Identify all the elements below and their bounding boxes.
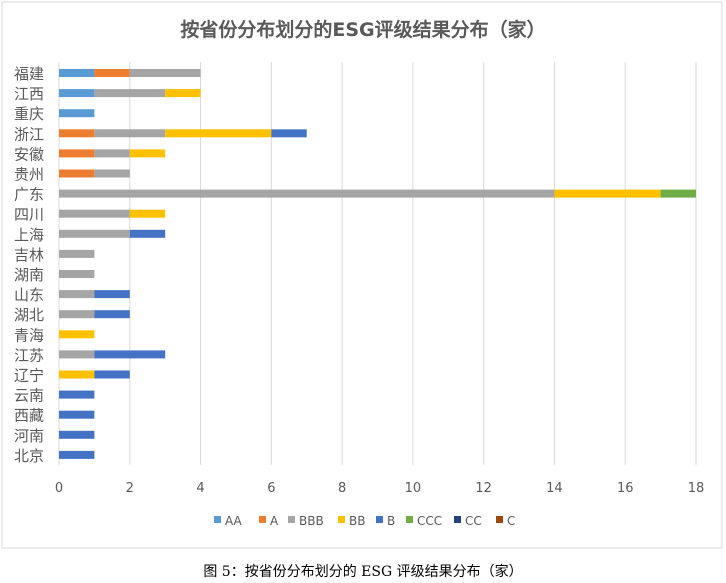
legend-swatch-c <box>496 516 503 523</box>
legend-swatch-cc <box>454 516 461 523</box>
bar-segment-bbb <box>59 189 555 198</box>
y-category-label: 吉林 <box>14 246 44 264</box>
legend-label: CC <box>465 514 482 528</box>
x-tick-label: 8 <box>338 481 346 496</box>
bar-segment-bbb <box>94 169 130 178</box>
bar-segment-bbb <box>59 249 95 258</box>
bar-segment-bb <box>165 129 272 138</box>
legend-label: AA <box>225 514 243 528</box>
y-category-label: 贵州 <box>14 166 44 184</box>
legend-label: A <box>270 514 279 528</box>
y-category-label: 广东 <box>14 186 44 204</box>
bar-segment-bb <box>129 149 166 158</box>
y-category-label: 安徽 <box>14 145 44 163</box>
legend-swatch-ccc <box>406 516 413 523</box>
y-category-label: 山东 <box>14 286 44 304</box>
x-tick-label: 10 <box>405 481 422 496</box>
bar-segment-ccc <box>660 189 696 198</box>
bar-segment-bb <box>129 209 166 218</box>
bar-segment-bb <box>59 330 95 339</box>
legend-swatch-a <box>259 516 266 523</box>
bar-segment-b <box>94 310 130 319</box>
y-category-label: 四川 <box>14 206 44 224</box>
bar-segment-b <box>59 450 95 459</box>
y-category-label: 北京 <box>14 447 44 465</box>
legend-swatch-b <box>376 516 383 523</box>
bar-segment-b <box>129 229 166 238</box>
x-tick-label: 6 <box>267 481 275 496</box>
legend-swatch-bbb <box>288 516 295 523</box>
y-category-label: 福建 <box>14 65 44 83</box>
x-tick-label: 0 <box>55 481 63 496</box>
legend-label: BB <box>349 514 365 528</box>
bar-segment-b <box>59 430 95 439</box>
bar-segment-bbb <box>59 229 130 238</box>
bar-segment-bb <box>165 89 201 98</box>
legend-label: CCC <box>417 514 442 528</box>
y-category-label: 江西 <box>14 85 44 103</box>
bar-segment-b <box>271 129 307 138</box>
bar-segment-bbb <box>94 89 166 98</box>
x-tick-label: 12 <box>475 481 492 496</box>
bar-segment-bbb <box>59 209 130 218</box>
y-category-label: 上海 <box>14 226 44 244</box>
legend-label: BBB <box>299 514 324 528</box>
bar-segment-bbb <box>94 129 166 138</box>
legend-swatch-bb <box>338 516 345 523</box>
bar-segment-b <box>59 410 95 419</box>
bar-segment-bbb <box>59 290 95 299</box>
legend-label: C <box>507 514 515 528</box>
bar-segment-bb <box>554 189 661 198</box>
bar-segment-b <box>94 350 166 359</box>
x-tick-label: 16 <box>617 481 634 496</box>
y-category-label: 西藏 <box>14 407 44 425</box>
bar-segment-b <box>59 390 95 399</box>
bar-segment-a <box>59 169 95 178</box>
y-category-label: 浙江 <box>14 125 44 143</box>
bar-segment-aa <box>59 89 95 98</box>
bar-segment-b <box>94 370 130 379</box>
legend-label: B <box>387 514 395 528</box>
y-category-label: 云南 <box>14 387 44 405</box>
bar-segment-bbb <box>59 270 95 278</box>
bar-segment-bb <box>59 370 95 379</box>
chart-title: 按省份分布划分的ESG评级结果分布（家） <box>180 18 545 41</box>
y-category-label: 重庆 <box>14 105 44 123</box>
x-tick-label: 4 <box>196 481 204 496</box>
y-category-label: 河南 <box>14 427 44 445</box>
x-tick-label: 2 <box>126 481 134 496</box>
x-tick-label: 18 <box>688 481 705 496</box>
y-category-label: 辽宁 <box>14 367 44 385</box>
y-category-label: 江苏 <box>14 346 44 364</box>
bar-segment-b <box>94 290 130 299</box>
bar-segment-a <box>94 69 130 77</box>
bar-segment-bbb <box>59 310 95 319</box>
figure-caption: 图 5：按省份分布划分的 ESG 评级结果分布（家） <box>203 564 523 580</box>
bar-segment-bbb <box>59 350 95 359</box>
x-tick-label: 14 <box>546 481 563 496</box>
bar-segment-aa <box>59 109 95 118</box>
bar-segment-aa <box>59 69 95 77</box>
bar-segment-a <box>59 129 95 138</box>
bar-segment-bbb <box>129 69 201 77</box>
bar-segment-bbb <box>94 149 130 158</box>
bar-segment-a <box>59 149 95 158</box>
chart-border <box>1 1 723 549</box>
y-category-label: 湖南 <box>14 266 44 284</box>
legend-swatch-aa <box>214 516 221 523</box>
y-category-label: 青海 <box>14 326 44 344</box>
y-category-label: 湖北 <box>14 306 44 324</box>
